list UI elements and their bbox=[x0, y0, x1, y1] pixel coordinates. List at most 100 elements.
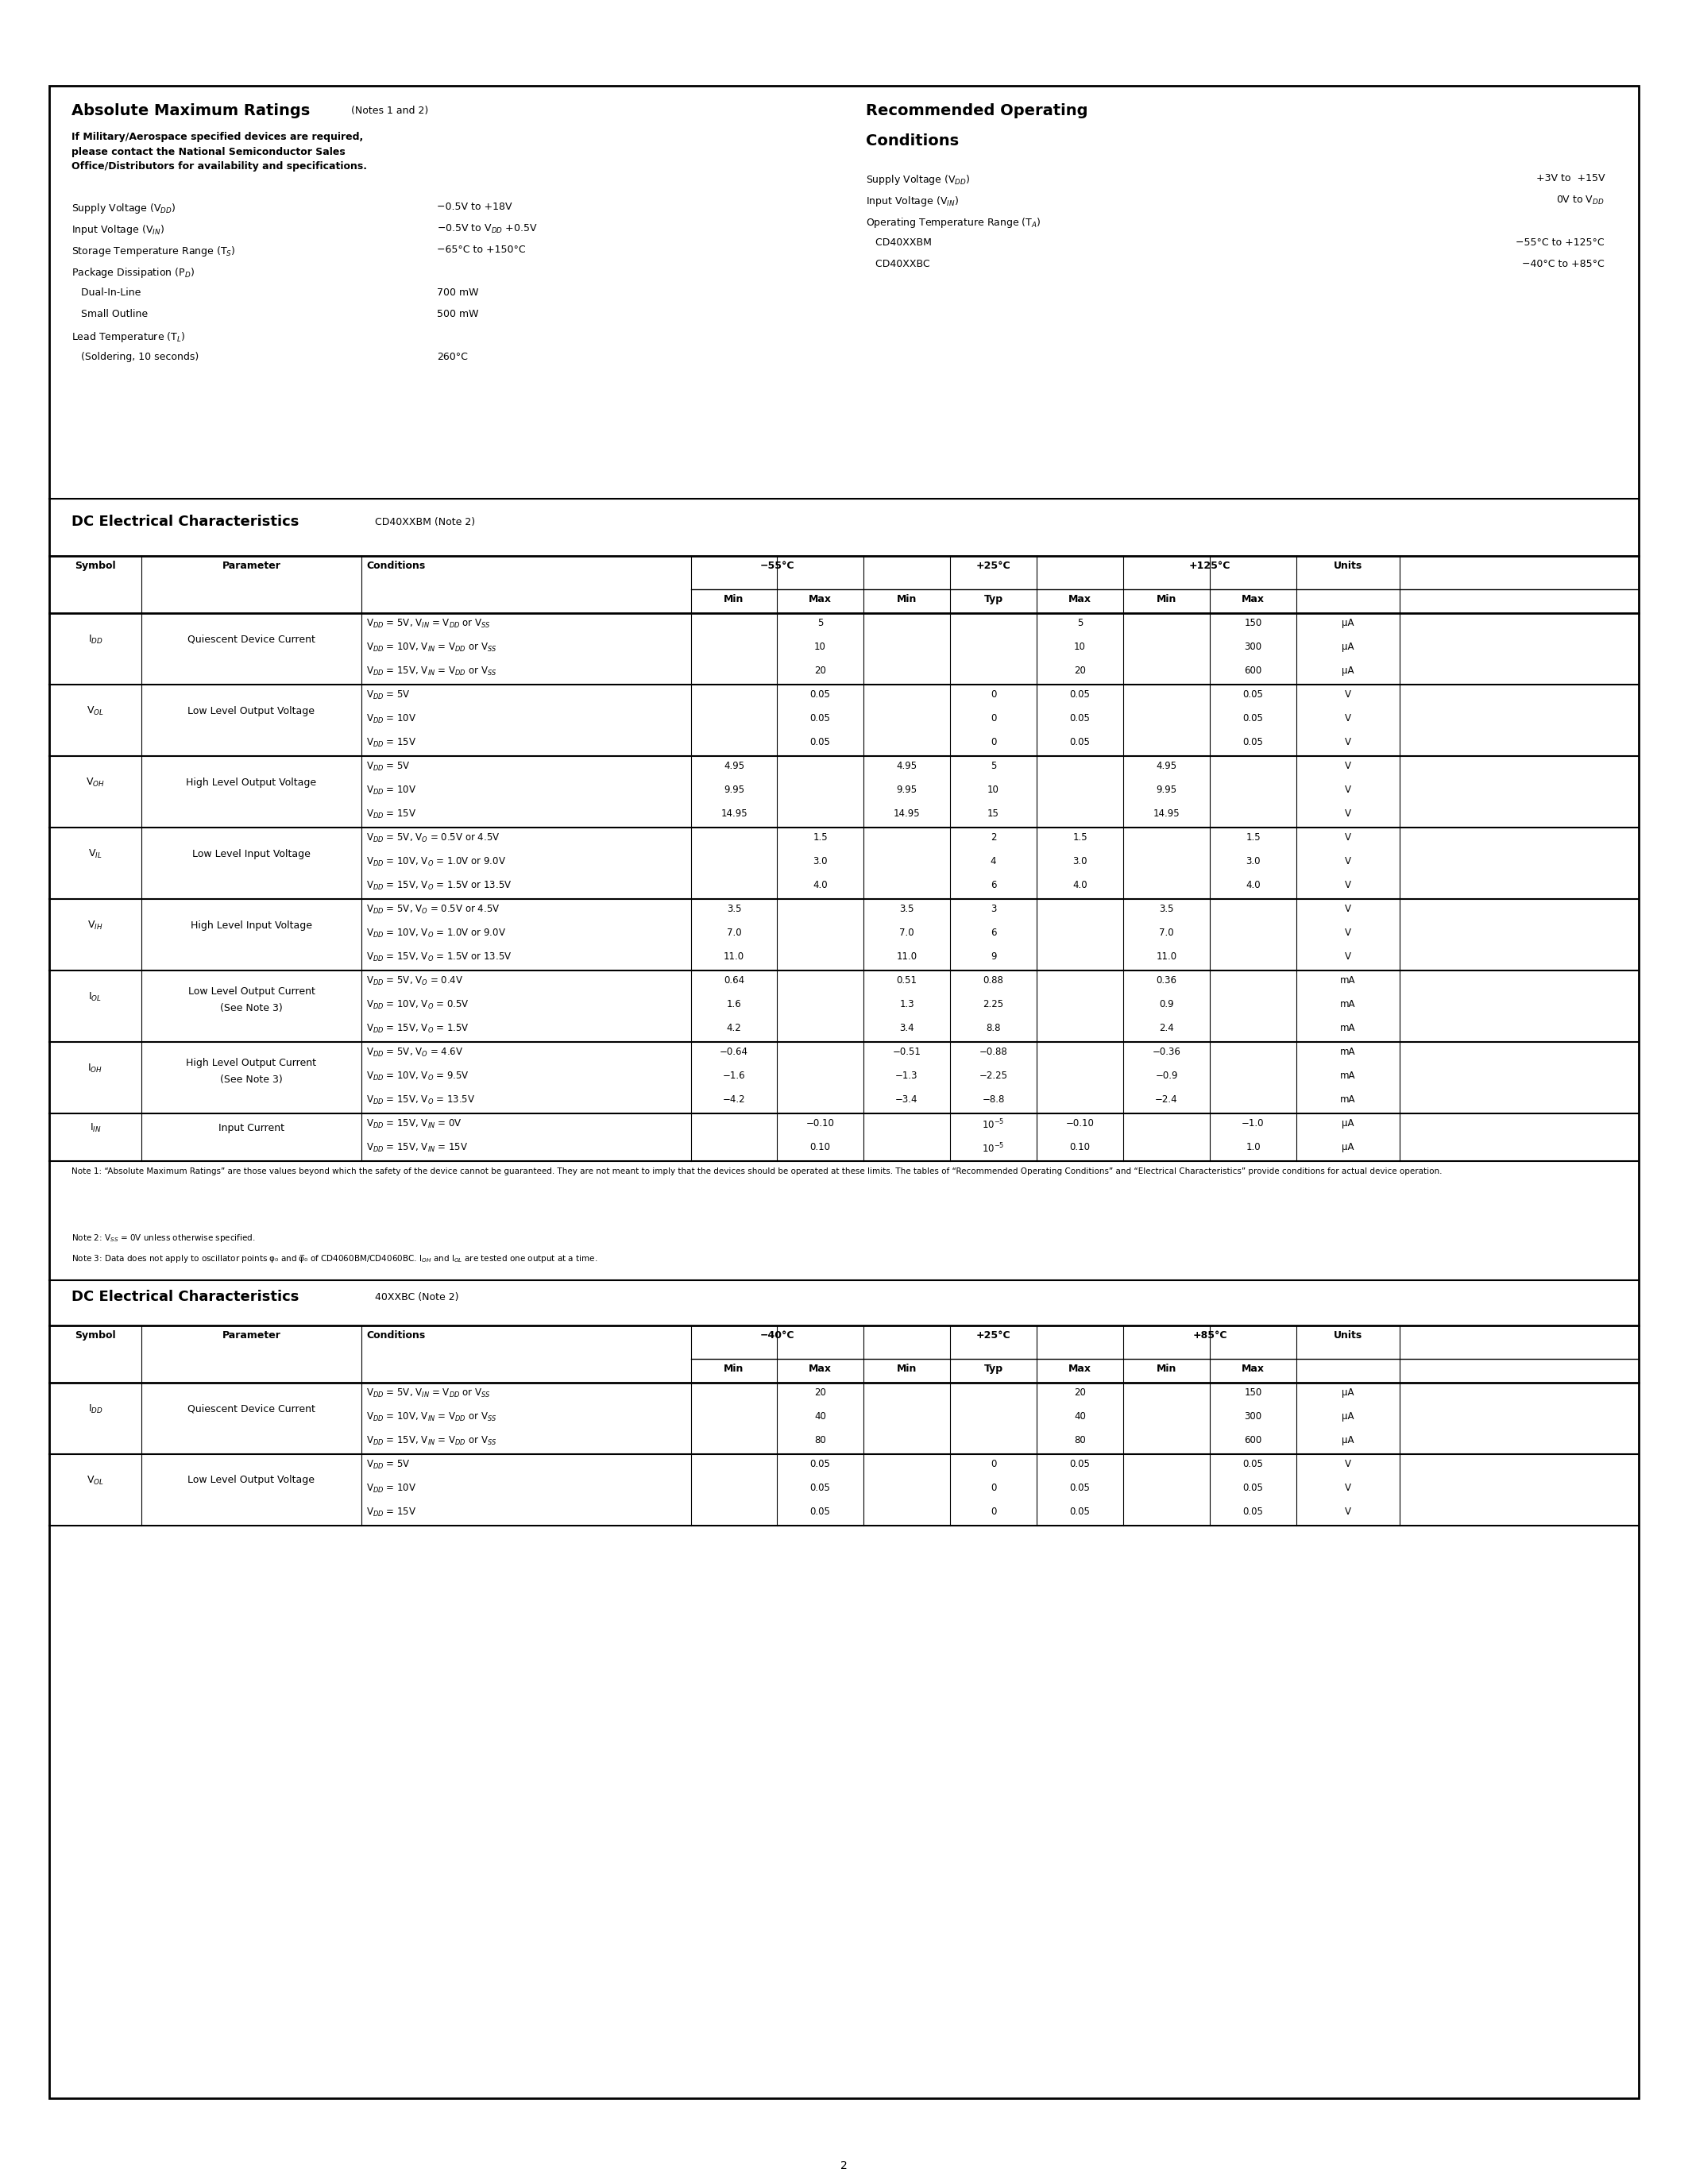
Text: 4.95: 4.95 bbox=[896, 760, 917, 771]
Text: V$_{DD}$ = 5V, V$_{O}$ = 4.6V: V$_{DD}$ = 5V, V$_{O}$ = 4.6V bbox=[366, 1046, 464, 1059]
Text: V$_{DD}$ = 10V: V$_{DD}$ = 10V bbox=[366, 1483, 417, 1494]
Text: 1.3: 1.3 bbox=[900, 998, 915, 1009]
Text: CD40XXBM (Note 2): CD40XXBM (Note 2) bbox=[375, 518, 474, 526]
Text: 3.4: 3.4 bbox=[900, 1022, 915, 1033]
Text: 9.95: 9.95 bbox=[724, 784, 744, 795]
Text: V$_{OL}$: V$_{OL}$ bbox=[86, 1474, 105, 1487]
Text: 0.05: 0.05 bbox=[1070, 1507, 1090, 1518]
Text: If Military/Aerospace specified devices are required,
please contact the Nationa: If Military/Aerospace specified devices … bbox=[71, 131, 366, 173]
Text: 0.05: 0.05 bbox=[1242, 690, 1263, 699]
Text: Max: Max bbox=[1069, 1363, 1092, 1374]
Text: Operating Temperature Range (T$_{A}$): Operating Temperature Range (T$_{A}$) bbox=[866, 216, 1041, 229]
Text: V$_{DD}$ = 10V: V$_{DD}$ = 10V bbox=[366, 784, 417, 797]
Text: 11.0: 11.0 bbox=[724, 952, 744, 961]
Text: V: V bbox=[1345, 856, 1350, 867]
Text: Lead Temperature (T$_{L}$): Lead Temperature (T$_{L}$) bbox=[71, 330, 186, 343]
Text: 15: 15 bbox=[987, 808, 999, 819]
Text: μA: μA bbox=[1342, 618, 1354, 629]
Text: Note 2: V$_{SS}$ = 0V unless otherwise specified.: Note 2: V$_{SS}$ = 0V unless otherwise s… bbox=[71, 1232, 255, 1243]
Text: −0.64: −0.64 bbox=[719, 1046, 748, 1057]
Text: 4.95: 4.95 bbox=[724, 760, 744, 771]
Text: V$_{DD}$ = 5V, V$_{O}$ = 0.4V: V$_{DD}$ = 5V, V$_{O}$ = 0.4V bbox=[366, 976, 464, 987]
Text: −0.5V to +18V: −0.5V to +18V bbox=[437, 201, 511, 212]
Text: −0.10: −0.10 bbox=[805, 1118, 834, 1129]
Text: Parameter: Parameter bbox=[223, 561, 280, 570]
Text: DC Electrical Characteristics: DC Electrical Characteristics bbox=[71, 515, 299, 529]
Text: Conditions: Conditions bbox=[366, 1330, 425, 1341]
Text: V$_{DD}$ = 15V, V$_{O}$ = 1.5V: V$_{DD}$ = 15V, V$_{O}$ = 1.5V bbox=[366, 1022, 469, 1035]
Text: Symbol: Symbol bbox=[74, 1330, 116, 1341]
Text: 1.5: 1.5 bbox=[814, 832, 827, 843]
Text: V: V bbox=[1345, 784, 1350, 795]
Text: Dual-In-Line: Dual-In-Line bbox=[71, 288, 140, 297]
Text: Min: Min bbox=[724, 594, 744, 605]
Text: Absolute Maximum Ratings: Absolute Maximum Ratings bbox=[71, 103, 311, 118]
Text: 7.0: 7.0 bbox=[900, 928, 915, 937]
Text: 40XXBC (Note 2): 40XXBC (Note 2) bbox=[375, 1293, 459, 1302]
Text: 0: 0 bbox=[991, 1483, 996, 1494]
Text: 80: 80 bbox=[1074, 1435, 1085, 1446]
Text: V$_{DD}$ = 5V, V$_{O}$ = 0.5V or 4.5V: V$_{DD}$ = 5V, V$_{O}$ = 0.5V or 4.5V bbox=[366, 832, 500, 845]
Text: −2.4: −2.4 bbox=[1155, 1094, 1178, 1105]
Text: V$_{DD}$ = 5V: V$_{DD}$ = 5V bbox=[366, 760, 410, 773]
Text: Low Level Output Current: Low Level Output Current bbox=[187, 985, 316, 996]
Text: V$_{DD}$ = 10V, V$_{O}$ = 1.0V or 9.0V: V$_{DD}$ = 10V, V$_{O}$ = 1.0V or 9.0V bbox=[366, 856, 506, 867]
Text: 0.05: 0.05 bbox=[1242, 736, 1263, 747]
Text: V: V bbox=[1345, 714, 1350, 723]
Text: −1.3: −1.3 bbox=[895, 1070, 918, 1081]
Text: −0.9: −0.9 bbox=[1155, 1070, 1178, 1081]
Text: 10: 10 bbox=[814, 642, 825, 653]
Text: V$_{DD}$ = 5V: V$_{DD}$ = 5V bbox=[366, 1459, 410, 1470]
Text: 0.05: 0.05 bbox=[1242, 1507, 1263, 1518]
Text: 260°C: 260°C bbox=[437, 352, 468, 363]
Text: V$_{DD}$ = 5V, V$_{O}$ = 0.5V or 4.5V: V$_{DD}$ = 5V, V$_{O}$ = 0.5V or 4.5V bbox=[366, 904, 500, 915]
Text: 1.6: 1.6 bbox=[726, 998, 741, 1009]
Text: Input Voltage (V$_{IN}$): Input Voltage (V$_{IN}$) bbox=[71, 223, 164, 236]
Text: 150: 150 bbox=[1244, 618, 1263, 629]
Text: 0.10: 0.10 bbox=[1070, 1142, 1090, 1153]
Text: 300: 300 bbox=[1244, 1411, 1263, 1422]
Text: V$_{OH}$: V$_{OH}$ bbox=[86, 775, 105, 788]
Text: 0.05: 0.05 bbox=[810, 690, 830, 699]
Text: mA: mA bbox=[1340, 1022, 1355, 1033]
Text: V$_{DD}$ = 15V, V$_{IN}$ = 15V: V$_{DD}$ = 15V, V$_{IN}$ = 15V bbox=[366, 1142, 468, 1153]
Text: V: V bbox=[1345, 832, 1350, 843]
Text: 0.36: 0.36 bbox=[1156, 976, 1177, 985]
Text: 4.0: 4.0 bbox=[814, 880, 827, 891]
Text: 7.0: 7.0 bbox=[726, 928, 741, 937]
Text: 0.05: 0.05 bbox=[1070, 1483, 1090, 1494]
Text: 0.05: 0.05 bbox=[810, 736, 830, 747]
Text: I$_{OH}$: I$_{OH}$ bbox=[88, 1061, 103, 1075]
Text: V$_{DD}$ = 10V, V$_{O}$ = 9.5V: V$_{DD}$ = 10V, V$_{O}$ = 9.5V bbox=[366, 1070, 469, 1083]
Text: V$_{DD}$ = 10V: V$_{DD}$ = 10V bbox=[366, 714, 417, 725]
Text: Conditions: Conditions bbox=[866, 133, 959, 149]
Text: 0.10: 0.10 bbox=[810, 1142, 830, 1153]
Text: V$_{DD}$ = 15V: V$_{DD}$ = 15V bbox=[366, 736, 417, 749]
Text: DC Electrical Characteristics: DC Electrical Characteristics bbox=[71, 1291, 299, 1304]
Text: Storage Temperature Range (T$_{S}$): Storage Temperature Range (T$_{S}$) bbox=[71, 245, 236, 258]
Text: 3.5: 3.5 bbox=[1160, 904, 1173, 915]
Text: Min: Min bbox=[724, 1363, 744, 1374]
Text: 4: 4 bbox=[991, 856, 996, 867]
Text: μA: μA bbox=[1342, 1387, 1354, 1398]
Text: Low Level Input Voltage: Low Level Input Voltage bbox=[192, 850, 311, 858]
Text: Low Level Output Voltage: Low Level Output Voltage bbox=[187, 705, 316, 716]
Text: 700 mW: 700 mW bbox=[437, 288, 479, 297]
Text: 40: 40 bbox=[814, 1411, 825, 1422]
Text: 150: 150 bbox=[1244, 1387, 1263, 1398]
Text: Quiescent Device Current: Quiescent Device Current bbox=[187, 1404, 316, 1413]
Text: High Level Output Current: High Level Output Current bbox=[186, 1057, 317, 1068]
Text: V$_{DD}$ = 15V: V$_{DD}$ = 15V bbox=[366, 1507, 417, 1518]
Text: 9.95: 9.95 bbox=[896, 784, 917, 795]
Text: 6: 6 bbox=[991, 880, 996, 891]
Text: −0.51: −0.51 bbox=[893, 1046, 922, 1057]
Text: +25°C: +25°C bbox=[976, 1330, 1011, 1341]
Text: V: V bbox=[1345, 808, 1350, 819]
Text: −40°C: −40°C bbox=[760, 1330, 795, 1341]
Text: −1.0: −1.0 bbox=[1242, 1118, 1264, 1129]
Text: V$_{DD}$ = 15V, V$_{O}$ = 1.5V or 13.5V: V$_{DD}$ = 15V, V$_{O}$ = 1.5V or 13.5V bbox=[366, 880, 511, 891]
Text: V$_{DD}$ = 15V: V$_{DD}$ = 15V bbox=[366, 808, 417, 821]
Text: I$_{IN}$: I$_{IN}$ bbox=[89, 1123, 101, 1133]
Text: Max: Max bbox=[809, 594, 832, 605]
Text: CD40XXBC: CD40XXBC bbox=[866, 260, 930, 269]
